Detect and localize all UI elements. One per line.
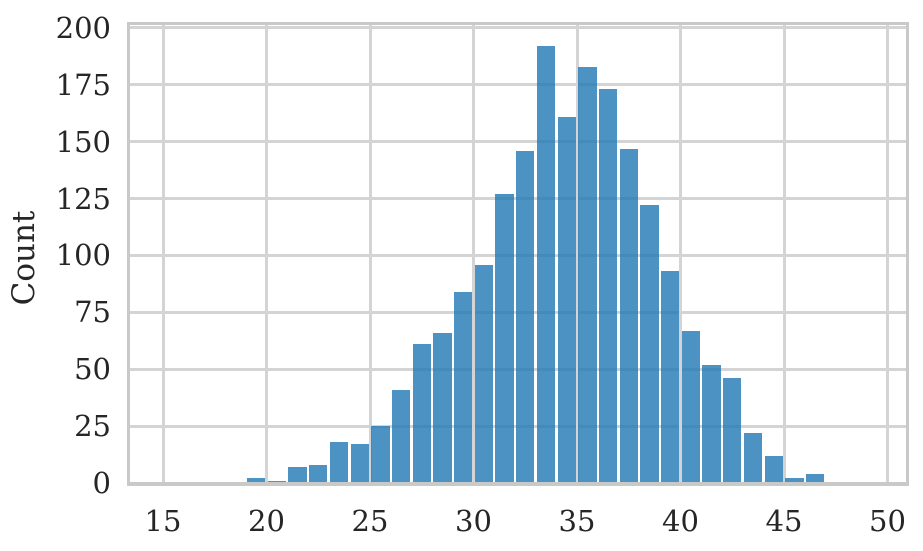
histogram-bar <box>288 467 307 483</box>
spine-left <box>127 22 130 486</box>
vertical-gridline <box>575 22 579 483</box>
y-tick-label: 125 <box>55 181 111 216</box>
spine-bottom <box>127 482 909 486</box>
histogram-bar <box>578 66 597 483</box>
vertical-gridline <box>679 22 682 483</box>
histogram-bar <box>454 291 473 483</box>
x-tick-label: 50 <box>869 504 906 538</box>
spine-right <box>906 22 909 486</box>
vertical-gridline <box>368 22 372 483</box>
plot-area <box>127 22 909 488</box>
histogram-bar <box>309 464 328 483</box>
vertical-gridline <box>886 22 889 483</box>
histogram-bar <box>764 455 783 483</box>
histogram-bar <box>371 426 390 483</box>
y-tick-label: 75 <box>74 295 111 330</box>
horizontal-gridline <box>127 140 909 144</box>
vertical-gridline <box>161 22 165 483</box>
histogram-bar <box>785 478 804 483</box>
vertical-gridline <box>782 22 786 483</box>
histogram-bar <box>702 364 721 483</box>
y-tick-label: 100 <box>55 238 111 273</box>
histogram-bar <box>350 444 369 483</box>
histogram-bar <box>516 150 535 483</box>
histogram-bar <box>247 478 266 483</box>
histogram-bar <box>723 378 742 483</box>
x-tick-label: 45 <box>765 504 803 538</box>
spine-top <box>127 22 909 25</box>
y-tick-label: 50 <box>74 352 111 387</box>
x-tick-label: 40 <box>662 504 699 538</box>
histogram-bar <box>661 271 680 483</box>
bars-layer <box>127 22 909 488</box>
histogram-bar <box>433 332 452 483</box>
y-tick-label: 0 <box>92 466 111 500</box>
histogram-bar <box>743 432 763 483</box>
histogram-bar <box>412 344 431 483</box>
histogram-bar <box>329 442 349 483</box>
histogram-bar <box>474 264 494 483</box>
y-tick-label: 25 <box>74 409 111 444</box>
histogram-bar <box>267 480 287 483</box>
vertical-gridline <box>265 22 268 483</box>
histogram-bar <box>681 330 701 483</box>
x-tick-label: 15 <box>144 504 182 538</box>
x-tick-label: 20 <box>248 504 285 538</box>
y-tick-label: 175 <box>55 67 111 102</box>
histogram-bar <box>391 389 411 483</box>
x-tick-label: 25 <box>351 504 389 538</box>
vertical-gridline <box>472 22 475 483</box>
histogram-bar <box>495 194 514 483</box>
histogram-bar <box>557 116 576 483</box>
x-tick-label: 30 <box>455 504 492 538</box>
histogram-bar <box>805 473 825 483</box>
y-tick-label: 200 <box>55 10 111 45</box>
histogram-bar <box>619 148 638 483</box>
histogram-bar <box>536 46 556 483</box>
histogram-bar <box>598 89 618 483</box>
y-tick-label: 150 <box>55 124 111 159</box>
horizontal-gridline <box>127 26 909 30</box>
histogram-bar <box>640 205 659 483</box>
x-tick-label: 35 <box>558 504 596 538</box>
horizontal-gridline <box>127 83 909 87</box>
